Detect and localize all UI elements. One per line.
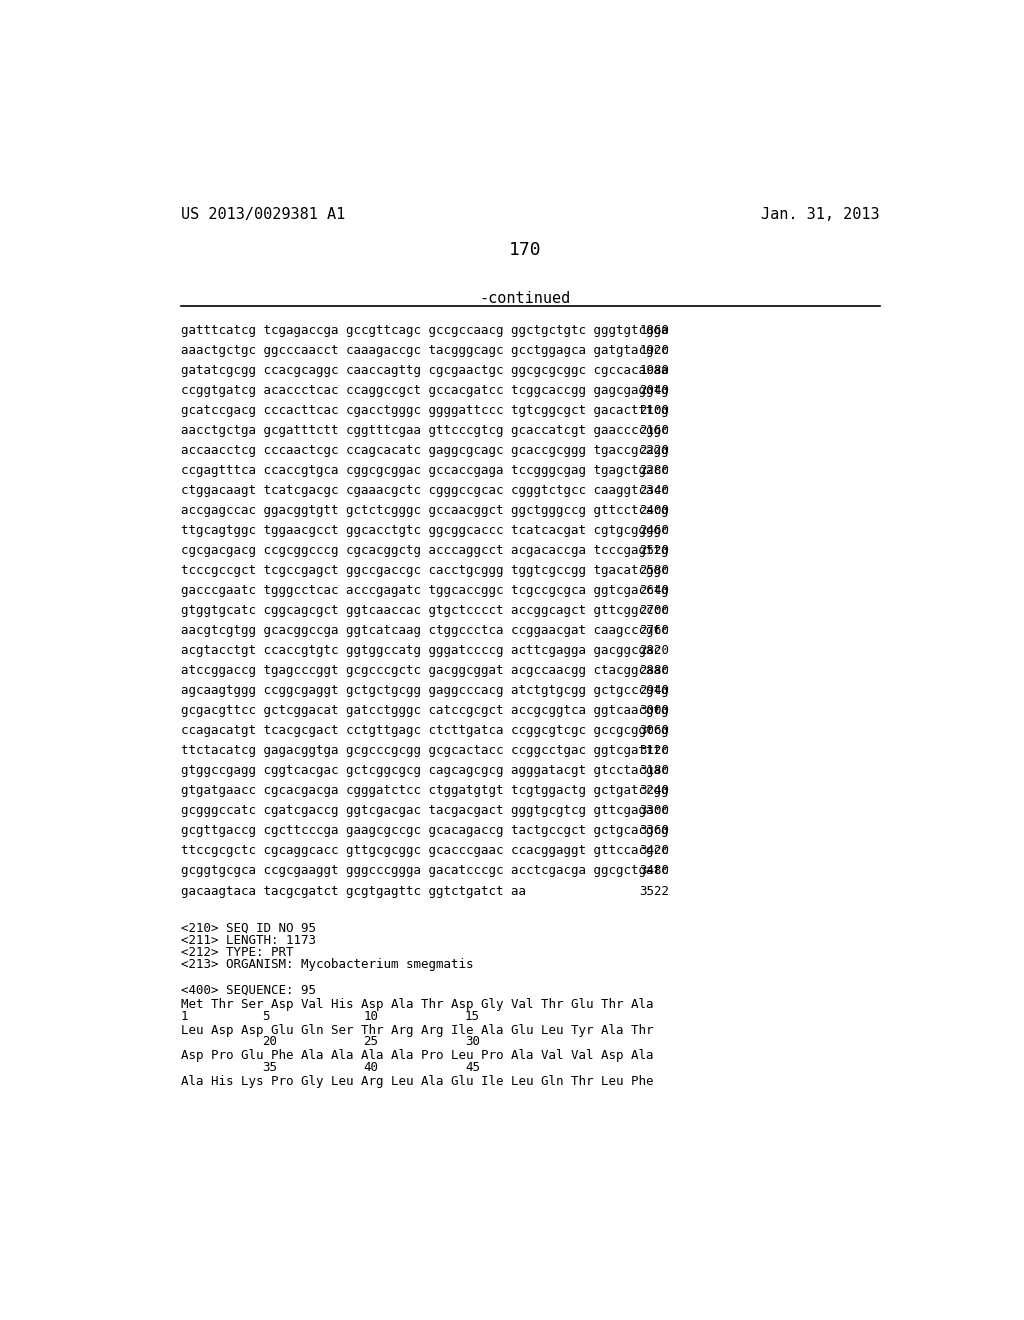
- Text: <212> TYPE: PRT: <212> TYPE: PRT: [180, 946, 293, 960]
- Text: US 2013/0029381 A1: US 2013/0029381 A1: [180, 207, 345, 222]
- Text: gatatcgcgg ccacgcaggc caaccagttg cgcgaactgc ggcgcgcggc cgccacacaa: gatatcgcgg ccacgcaggc caaccagttg cgcgaac…: [180, 364, 669, 378]
- Text: 1860: 1860: [640, 323, 670, 337]
- Text: 3060: 3060: [640, 725, 670, 738]
- Text: accgagccac ggacggtgtt gctctcgggc gccaacggct ggctgggccg gttcctcacg: accgagccac ggacggtgtt gctctcgggc gccaacg…: [180, 504, 669, 517]
- Text: cgcgacgacg ccgcggcccg cgcacggctg acccaggcct acgacaccga tcccgagttg: cgcgacgacg ccgcggcccg cgcacggctg acccagg…: [180, 544, 669, 557]
- Text: 25: 25: [364, 1035, 379, 1048]
- Text: Met Thr Ser Asp Val His Asp Ala Thr Asp Gly Val Thr Glu Thr Ala: Met Thr Ser Asp Val His Asp Ala Thr Asp …: [180, 998, 653, 1011]
- Text: 3120: 3120: [640, 744, 670, 758]
- Text: ctggacaagt tcatcgacgc cgaaacgctc cgggccgcac cgggtctgcc caaggtcacc: ctggacaagt tcatcgacgc cgaaacgctc cgggccg…: [180, 484, 669, 498]
- Text: gatttcatcg tcgagaccga gccgttcagc gccgccaacg ggctgctgtc gggtgtcgga: gatttcatcg tcgagaccga gccgttcagc gccgcca…: [180, 323, 669, 337]
- Text: 2760: 2760: [640, 624, 670, 638]
- Text: gcggtgcgca ccgcgaaggt gggcccggga gacatcccgc acctcgacga ggcgctgatc: gcggtgcgca ccgcgaaggt gggcccggga gacatcc…: [180, 865, 669, 878]
- Text: 5: 5: [262, 1010, 269, 1023]
- Text: gcgacgttcc gctcggacat gatcctgggc catccgcgct accgcggtca ggtcaacgtg: gcgacgttcc gctcggacat gatcctgggc catccgc…: [180, 705, 669, 717]
- Text: 3360: 3360: [640, 825, 670, 837]
- Text: 3240: 3240: [640, 784, 670, 797]
- Text: 3420: 3420: [640, 845, 670, 858]
- Text: Leu Asp Asp Glu Gln Ser Thr Arg Arg Ile Ala Glu Leu Tyr Ala Thr: Leu Asp Asp Glu Gln Ser Thr Arg Arg Ile …: [180, 1024, 653, 1038]
- Text: 40: 40: [364, 1061, 379, 1074]
- Text: 3522: 3522: [640, 884, 670, 898]
- Text: 35: 35: [262, 1061, 276, 1074]
- Text: aaactgctgc ggcccaacct caaagaccgc tacgggcagc gcctggagca gatgtacgcc: aaactgctgc ggcccaacct caaagaccgc tacgggc…: [180, 345, 669, 356]
- Text: <211> LENGTH: 1173: <211> LENGTH: 1173: [180, 933, 315, 946]
- Text: 15: 15: [465, 1010, 480, 1023]
- Text: atccggaccg tgagcccggt gcgcccgctc gacggcggat acgccaacgg ctacggcaac: atccggaccg tgagcccggt gcgcccgctc gacggcg…: [180, 664, 669, 677]
- Text: gacccgaatc tgggcctcac acccgagatc tggcaccggc tcgccgcgca ggtcgacctg: gacccgaatc tgggcctcac acccgagatc tggcacc…: [180, 585, 669, 597]
- Text: gtggccgagg cggtcacgac gctcggcgcg cagcagcgcg agggatacgt gtcctacgac: gtggccgagg cggtcacgac gctcggcgcg cagcagc…: [180, 764, 669, 777]
- Text: ccgagtttca ccaccgtgca cggcgcggac gccaccgaga tccgggcgag tgagctgacc: ccgagtttca ccaccgtgca cggcgcggac gccaccg…: [180, 465, 669, 477]
- Text: 2400: 2400: [640, 504, 670, 517]
- Text: 3300: 3300: [640, 804, 670, 817]
- Text: Asp Pro Glu Phe Ala Ala Ala Ala Pro Leu Pro Ala Val Val Asp Ala: Asp Pro Glu Phe Ala Ala Ala Ala Pro Leu …: [180, 1049, 653, 1063]
- Text: ttccgcgctc cgcaggcacc gttgcgcggc gcacccgaac ccacggaggt gttccacgcc: ttccgcgctc cgcaggcacc gttgcgcggc gcacccg…: [180, 845, 669, 858]
- Text: 45: 45: [465, 1061, 480, 1074]
- Text: 2940: 2940: [640, 684, 670, 697]
- Text: 2520: 2520: [640, 544, 670, 557]
- Text: 2340: 2340: [640, 484, 670, 498]
- Text: 1920: 1920: [640, 345, 670, 356]
- Text: 2820: 2820: [640, 644, 670, 657]
- Text: -continued: -continued: [479, 290, 570, 306]
- Text: 2280: 2280: [640, 465, 670, 477]
- Text: gtggtgcatc cggcagcgct ggtcaaccac gtgctcccct accggcagct gttcggcccc: gtggtgcatc cggcagcgct ggtcaaccac gtgctcc…: [180, 605, 669, 618]
- Text: 2640: 2640: [640, 585, 670, 597]
- Text: 2700: 2700: [640, 605, 670, 618]
- Text: 3480: 3480: [640, 865, 670, 878]
- Text: aacctgctga gcgatttctt cggtttcgaa gttcccgtcg gcaccatcgt gaaccccggc: aacctgctga gcgatttctt cggtttcgaa gttcccg…: [180, 424, 669, 437]
- Text: 2880: 2880: [640, 664, 670, 677]
- Text: 170: 170: [509, 240, 541, 259]
- Text: <213> ORGANISM: Mycobacterium smegmatis: <213> ORGANISM: Mycobacterium smegmatis: [180, 958, 473, 972]
- Text: 20: 20: [262, 1035, 276, 1048]
- Text: gtgatgaacc cgcacgacga cgggatctcc ctggatgtgt tcgtggactg gctgatccgg: gtgatgaacc cgcacgacga cgggatctcc ctggatg…: [180, 784, 669, 797]
- Text: 2580: 2580: [640, 564, 670, 577]
- Text: ttgcagtggc tggaacgcct ggcacctgtc ggcggcaccc tcatcacgat cgtgcggggc: ttgcagtggc tggaacgcct ggcacctgtc ggcggca…: [180, 524, 669, 537]
- Text: acgtacctgt ccaccgtgtc ggtggccatg gggatccccg acttcgagga gacggcgac: acgtacctgt ccaccgtgtc ggtggccatg gggatcc…: [180, 644, 660, 657]
- Text: 1: 1: [180, 1010, 188, 1023]
- Text: 2220: 2220: [640, 444, 670, 457]
- Text: gcatccgacg cccacttcac cgacctgggc ggggattccc tgtcggcgct gacactttcg: gcatccgacg cccacttcac cgacctgggc ggggatt…: [180, 404, 669, 417]
- Text: gacaagtaca tacgcgatct gcgtgagttc ggtctgatct aa: gacaagtaca tacgcgatct gcgtgagttc ggtctga…: [180, 884, 525, 898]
- Text: gcgttgaccg cgcttcccga gaagcgccgc gcacagaccg tactgccgct gctgcacgcg: gcgttgaccg cgcttcccga gaagcgccgc gcacaga…: [180, 825, 669, 837]
- Text: 2040: 2040: [640, 384, 670, 397]
- Text: accaacctcg cccaactcgc ccagcacatc gaggcgcagc gcaccgcggg tgaccgcagg: accaacctcg cccaactcgc ccagcacatc gaggcgc…: [180, 444, 669, 457]
- Text: 2100: 2100: [640, 404, 670, 417]
- Text: 2160: 2160: [640, 424, 670, 437]
- Text: Ala His Lys Pro Gly Leu Arg Leu Ala Glu Ile Leu Gln Thr Leu Phe: Ala His Lys Pro Gly Leu Arg Leu Ala Glu …: [180, 1074, 653, 1088]
- Text: ccagacatgt tcacgcgact cctgttgagc ctcttgatca ccggcgtcgc gccgcggtcg: ccagacatgt tcacgcgact cctgttgagc ctcttga…: [180, 725, 669, 738]
- Text: Jan. 31, 2013: Jan. 31, 2013: [761, 207, 880, 222]
- Text: <210> SEQ ID NO 95: <210> SEQ ID NO 95: [180, 921, 315, 935]
- Text: 3000: 3000: [640, 705, 670, 717]
- Text: tcccgccgct tcgccgagct ggccgaccgc cacctgcggg tggtcgccgg tgacatcggc: tcccgccgct tcgccgagct ggccgaccgc cacctgc…: [180, 564, 669, 577]
- Text: ttctacatcg gagacggtga gcgcccgcgg gcgcactacc ccggcctgac ggtcgatttc: ttctacatcg gagacggtga gcgcccgcgg gcgcact…: [180, 744, 669, 758]
- Text: agcaagtggg ccggcgaggt gctgctgcgg gaggcccacg atctgtgcgg gctgcccgtg: agcaagtggg ccggcgaggt gctgctgcgg gaggccc…: [180, 684, 669, 697]
- Text: <400> SEQUENCE: 95: <400> SEQUENCE: 95: [180, 983, 315, 997]
- Text: 10: 10: [364, 1010, 379, 1023]
- Text: 1980: 1980: [640, 364, 670, 378]
- Text: ccggtgatcg acaccctcac ccaggccgct gccacgatcc tcggcaccgg gagcgaggtg: ccggtgatcg acaccctcac ccaggccgct gccacga…: [180, 384, 669, 397]
- Text: 30: 30: [465, 1035, 480, 1048]
- Text: gcgggccatc cgatcgaccg ggtcgacgac tacgacgact gggtgcgtcg gttcgagacc: gcgggccatc cgatcgaccg ggtcgacgac tacgacg…: [180, 804, 669, 817]
- Text: 3180: 3180: [640, 764, 670, 777]
- Text: aacgtcgtgg gcacggccga ggtcatcaag ctggccctca ccggaacgat caagcccgtc: aacgtcgtgg gcacggccga ggtcatcaag ctggccc…: [180, 624, 669, 638]
- Text: 2460: 2460: [640, 524, 670, 537]
